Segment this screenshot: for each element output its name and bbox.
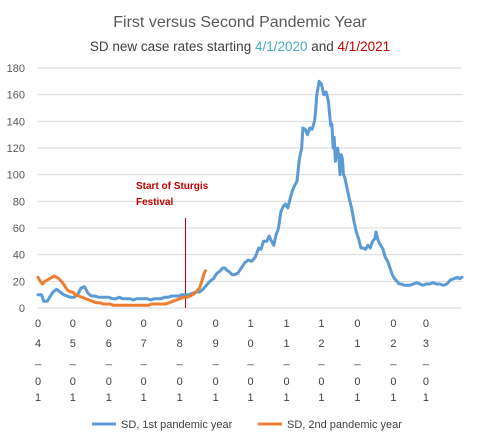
x-tick-label: 0 [141, 318, 147, 330]
y-tick-label: 180 [7, 63, 25, 75]
y-tick-label: 100 [7, 170, 25, 182]
x-tick-label: _ [422, 354, 430, 366]
x-tick-label: _ [140, 354, 148, 366]
x-tick-label: 0 [390, 318, 396, 330]
y-tick-label: 0 [19, 303, 25, 315]
x-tick-label: 1 [106, 392, 112, 404]
x-tick-label: 1 [70, 392, 76, 404]
x-tick-label: 0 [106, 318, 112, 330]
x-tick-label: 0 [354, 318, 360, 330]
x-tick-label: 1 [141, 392, 147, 404]
x-tick-label: 7 [141, 338, 147, 350]
x-tick-label: 1 [354, 392, 360, 404]
x-tick-label: 1 [318, 392, 324, 404]
chart-title: First versus Second Pandemic Year [113, 14, 367, 31]
subtitle-date-2: 4/1/2021 [338, 39, 391, 54]
x-tick-label: _ [389, 354, 397, 366]
series-line-1 [36, 79, 464, 303]
x-tick-label: 0 [423, 376, 429, 388]
x-tick-label: 1 [318, 318, 324, 330]
series-lines [36, 79, 464, 307]
legend-label-2: SD, 2nd pandemic year [287, 419, 402, 431]
y-tick-label: 40 [13, 250, 25, 262]
x-tick-label: _ [212, 354, 220, 366]
y-tick-label: 80 [13, 196, 25, 208]
annotation-text: Festival [136, 197, 173, 208]
x-tick-label: 6 [106, 338, 112, 350]
x-tick-label: 1 [423, 392, 429, 404]
y-tick-label: 140 [7, 116, 25, 128]
x-tick-label: 1 [248, 392, 254, 404]
sturgis-annotation: Start of Sturgis Festival [136, 181, 209, 308]
x-tick-label: 1 [284, 338, 290, 350]
x-tick-label: 9 [213, 338, 219, 350]
x-tick-label: _ [34, 354, 42, 366]
subtitle-mid: and [308, 39, 338, 54]
series-line-2 [36, 269, 207, 307]
x-tick-label: _ [105, 354, 113, 366]
x-tick-label: 0 [177, 376, 183, 388]
x-tick-label: 1 [35, 392, 41, 404]
legend: SD, 1st pandemic year SD, 2nd pandemic ye… [92, 419, 402, 431]
x-tick-label: 0 [284, 376, 290, 388]
x-tick-label: _ [283, 354, 291, 366]
x-tick-label: _ [317, 354, 325, 366]
x-tick-label: 0 [35, 376, 41, 388]
x-tick-label: 1 [248, 318, 254, 330]
x-tick-label: 1 [390, 392, 396, 404]
y-tick-label: 160 [7, 90, 25, 102]
x-tick-label: 0 [423, 318, 429, 330]
x-tick-label: 1 [354, 338, 360, 350]
x-tick-label: 0 [213, 376, 219, 388]
legend-label-1: SD, 1st pandemic year [121, 419, 233, 431]
x-tick-label: _ [247, 354, 255, 366]
x-tick-label: 0 [35, 318, 41, 330]
x-tick-label: 2 [390, 338, 396, 350]
x-tick-label: 0 [248, 376, 254, 388]
x-tick-label: 0 [390, 376, 396, 388]
x-tick-label: 3 [423, 338, 429, 350]
x-tick-label: 0 [318, 376, 324, 388]
x-tick-label: _ [69, 354, 77, 366]
x-tick-label: _ [353, 354, 361, 366]
x-tick-label: 0 [248, 338, 254, 350]
y-tick-label: 20 [13, 276, 25, 288]
subtitle-date-1: 4/1/2020 [255, 39, 308, 54]
gridlines [38, 67, 462, 309]
x-tick-label: 0 [141, 376, 147, 388]
chart-subtitle: SD new case rates starting 4/1/2020 and … [90, 39, 390, 54]
x-tick-label: 2 [318, 338, 324, 350]
x-tick-label: 0 [106, 376, 112, 388]
x-tick-label: 8 [177, 338, 183, 350]
x-tick-label: _ [176, 354, 184, 366]
x-tick-label: 1 [284, 318, 290, 330]
annotation-text: Start of Sturgis [136, 181, 209, 192]
y-tick-label: 60 [13, 223, 25, 235]
x-tick-label: 1 [213, 392, 219, 404]
x-tick-label: 4 [35, 338, 41, 350]
x-tick-label: 5 [70, 338, 76, 350]
x-tick-label: 0 [70, 376, 76, 388]
x-tick-label: 0 [177, 318, 183, 330]
x-tick-label: 1 [177, 392, 183, 404]
x-tick-label: 1 [284, 392, 290, 404]
subtitle-prefix: SD new case rates starting [90, 39, 255, 54]
x-axis: 0 4 _ 0 1 0 5 _ 0 1 0 6 _ 0 1 0 7 _ 0 1 0 8 _ 0 1 0 9 _ 0 1 1 0 _ 0 1 1 1 _ 0 1… [34, 318, 430, 404]
y-axis: 0 20 40 60 80 100 120 140 160 180 [7, 63, 25, 315]
x-tick-label: 0 [70, 318, 76, 330]
y-tick-label: 120 [7, 143, 25, 155]
x-tick-label: 0 [354, 376, 360, 388]
x-tick-label: 0 [213, 318, 219, 330]
